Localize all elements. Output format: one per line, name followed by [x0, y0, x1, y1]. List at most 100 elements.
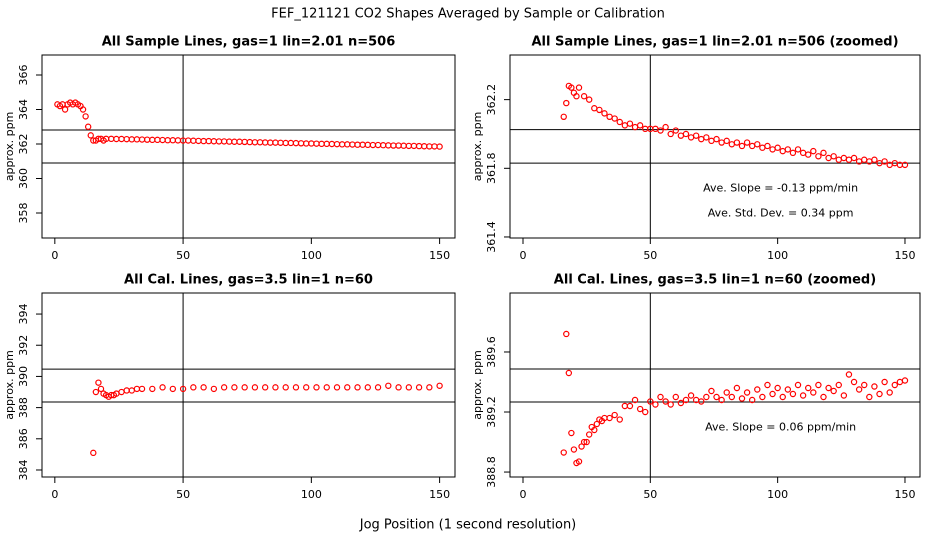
- data-point: [794, 146, 802, 153]
- y-axis-label: approx. ppm: [471, 350, 484, 420]
- data-point: [677, 399, 685, 407]
- data-point: [733, 139, 741, 146]
- plot-frame: [41, 292, 456, 478]
- data-point: [179, 385, 187, 393]
- data-point: [560, 449, 567, 456]
- data-point: [728, 393, 736, 401]
- data-point: [830, 387, 837, 395]
- data-point: [436, 382, 443, 389]
- y-axis-label: approx. ppm: [3, 112, 16, 182]
- data-point: [743, 139, 751, 146]
- data-point: [415, 384, 423, 391]
- x-tick-label: 150: [894, 488, 915, 501]
- data-point: [261, 384, 269, 391]
- data-point: [82, 113, 89, 120]
- annotation: Ave. Std. Dev. = 0.34 ppm: [708, 206, 854, 219]
- data-point: [850, 378, 858, 386]
- data-point: [738, 142, 746, 150]
- annotation: Ave. Slope = 0.06 ppm/min: [705, 420, 856, 433]
- data-point: [810, 147, 817, 155]
- data-point: [789, 149, 797, 157]
- plot-frame: [41, 54, 456, 239]
- data-point: [743, 389, 751, 396]
- data-point: [580, 93, 588, 100]
- data-point: [596, 106, 603, 114]
- data-point: [636, 405, 644, 413]
- data-point: [774, 384, 781, 392]
- data-point: [825, 384, 832, 392]
- y-tick-label: 358: [17, 202, 30, 223]
- plot-frame: [509, 54, 921, 239]
- data-point: [282, 384, 289, 391]
- data-point: [662, 398, 669, 405]
- data-point: [805, 384, 812, 392]
- y-tick-label: 362.2: [485, 84, 498, 116]
- x-tick-label: 50: [176, 488, 190, 501]
- data-point: [748, 396, 756, 404]
- data-point: [251, 384, 259, 391]
- data-point: [855, 386, 863, 393]
- data-point: [738, 395, 746, 402]
- y-tick-label: 361.4: [485, 221, 498, 253]
- data-point: [784, 146, 792, 153]
- data-point: [95, 379, 102, 386]
- data-point: [759, 393, 766, 401]
- data-point: [92, 388, 100, 396]
- data-point: [850, 154, 858, 162]
- data-point: [657, 393, 664, 401]
- data-point: [354, 384, 361, 391]
- annotation: Ave. Slope = -0.13 ppm/min: [703, 182, 858, 195]
- x-tick-label: 0: [51, 488, 58, 501]
- data-point: [820, 149, 827, 157]
- data-point: [84, 123, 92, 130]
- data-point: [190, 384, 197, 391]
- data-point: [815, 381, 822, 389]
- data-point: [220, 384, 228, 391]
- data-point: [241, 384, 248, 391]
- data-point: [662, 123, 669, 131]
- data-point: [426, 384, 433, 391]
- data-point: [881, 378, 888, 386]
- data-point: [692, 132, 700, 139]
- y-axis-label: approx. ppm: [471, 112, 484, 182]
- data-point: [820, 393, 827, 401]
- data-point: [231, 384, 238, 391]
- data-point: [789, 390, 797, 398]
- data-point: [573, 93, 580, 100]
- data-point: [891, 381, 898, 389]
- data-point: [687, 392, 695, 399]
- data-point: [210, 385, 218, 393]
- data-point: [601, 110, 608, 117]
- data-point: [583, 438, 590, 446]
- data-point: [149, 385, 156, 393]
- data-point: [313, 384, 320, 391]
- x-tick-label: 100: [767, 488, 788, 501]
- data-point: [575, 458, 583, 465]
- x-tick-label: 100: [767, 249, 788, 262]
- data-point: [169, 385, 177, 393]
- y-tick-label: 386: [17, 428, 30, 449]
- data-point: [794, 381, 802, 389]
- y-tick-label: 389.2: [485, 396, 498, 428]
- data-point: [723, 389, 730, 396]
- data-point: [682, 396, 690, 404]
- x-tick-label: 150: [429, 488, 450, 501]
- data-point: [881, 158, 888, 165]
- x-tick-label: 50: [176, 249, 190, 262]
- data-point: [754, 141, 761, 148]
- x-tick-label: 50: [643, 488, 657, 501]
- data-point: [764, 142, 771, 150]
- y-tick-label: 389.6: [485, 336, 498, 368]
- data-point: [385, 382, 392, 389]
- y-tick-label: 360: [17, 168, 30, 189]
- data-point: [626, 402, 634, 410]
- panel-title: All Sample Lines, gas=1 lin=2.01 n=506 (…: [531, 35, 898, 50]
- x-tick-label: 50: [643, 249, 657, 262]
- y-tick-label: 366: [17, 65, 30, 86]
- data-point: [647, 398, 654, 405]
- data-point: [667, 401, 674, 408]
- data-point: [568, 429, 575, 437]
- data-point: [616, 416, 623, 423]
